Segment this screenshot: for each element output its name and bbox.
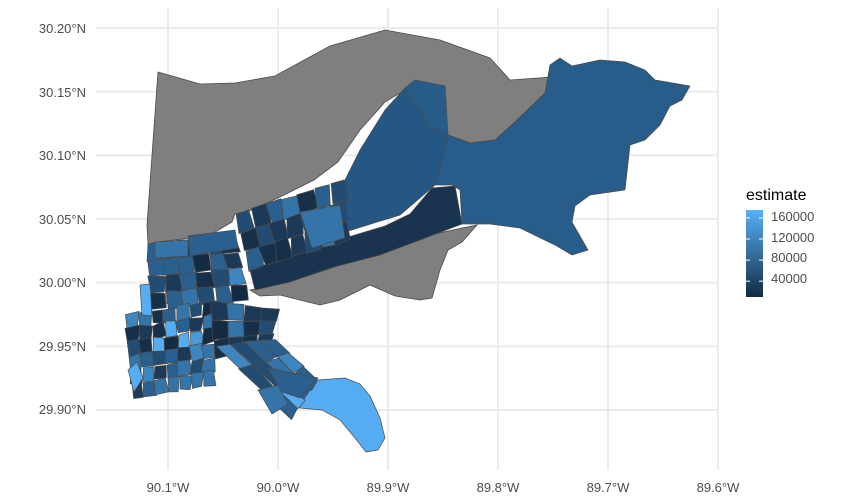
census-tract [139,283,153,317]
census-tract [242,320,262,337]
y-tick-label: 30.10°N [39,148,86,163]
census-tract [191,253,212,273]
tract-northeast [404,79,449,136]
x-tick-label: 89.7°W [587,480,631,495]
census-tract [227,320,245,338]
census-tract [274,236,294,263]
census-tract [208,300,230,321]
census-tract [176,255,195,276]
census-tract [190,371,205,389]
census-tract [154,239,189,259]
census-tract [203,369,217,387]
census-tract [215,285,234,304]
census-tract [188,317,205,332]
census-tract [153,364,167,380]
census-tract [228,266,247,287]
census-tract [151,350,168,366]
x-tick-label: 90.0°W [257,480,301,495]
x-tick-label: 90.1°W [147,480,191,495]
x-tick-label: 89.6°W [697,480,741,495]
census-tract [200,343,215,359]
census-tract [245,245,264,272]
legend-label: 40000 [771,271,807,286]
legend-title: estimate [746,187,807,204]
census-tract [222,252,244,269]
census-tract [127,361,144,393]
census-tract [189,301,202,318]
census-tract [177,346,192,363]
tract-east [434,57,691,256]
census-tract [314,184,331,209]
y-axis: 29.90°N 29.95°N 30.00°N 30.05°N 30.10°N … [39,21,86,417]
census-tract [259,307,281,323]
census-tract [179,375,194,390]
census-tract [143,381,157,398]
y-tick-label: 30.05°N [39,212,86,227]
census-tract [187,229,239,257]
census-tract [149,292,167,310]
census-tract [153,377,170,396]
legend-label: 160000 [771,209,814,224]
census-tract [226,302,245,321]
y-tick-label: 30.00°N [39,275,86,290]
census-tract [177,331,190,349]
census-tract [258,320,277,336]
x-axis: 90.1°W 90.0°W 89.9°W 89.8°W 89.7°W 89.6°… [147,480,741,495]
census-tract [139,350,155,368]
census-tract [147,257,165,277]
census-tract [330,179,349,205]
x-tick-label: 89.9°W [367,480,411,495]
census-tract [167,376,181,393]
census-tract [257,384,289,415]
census-tract [286,211,304,240]
census-tract [230,284,249,302]
census-tract [243,305,262,322]
y-tick-label: 30.20°N [39,21,86,36]
census-tract [142,366,155,383]
census-tract [276,352,305,374]
y-tick-label: 29.95°N [39,339,86,354]
legend-label: 80000 [771,250,807,265]
census-tract [258,339,291,358]
x-tick-label: 89.8°W [477,480,521,495]
legend-label: 120000 [771,230,814,245]
census-tract [174,316,192,334]
legend: estimate 160000 120000 80000 40000 [746,187,814,297]
legend-colorbar [746,210,763,297]
y-tick-label: 30.15°N [39,85,86,100]
legend-ticks [746,217,763,282]
census-tract [200,357,216,373]
tract-east-channel [249,185,463,291]
census-tract [267,367,319,399]
census-tract [151,309,166,324]
census-tracts [124,179,351,421]
census-tract [165,320,178,338]
y-tick-label: 29.90°N [39,402,86,417]
census-tract [299,204,346,249]
census-tract [211,319,229,341]
